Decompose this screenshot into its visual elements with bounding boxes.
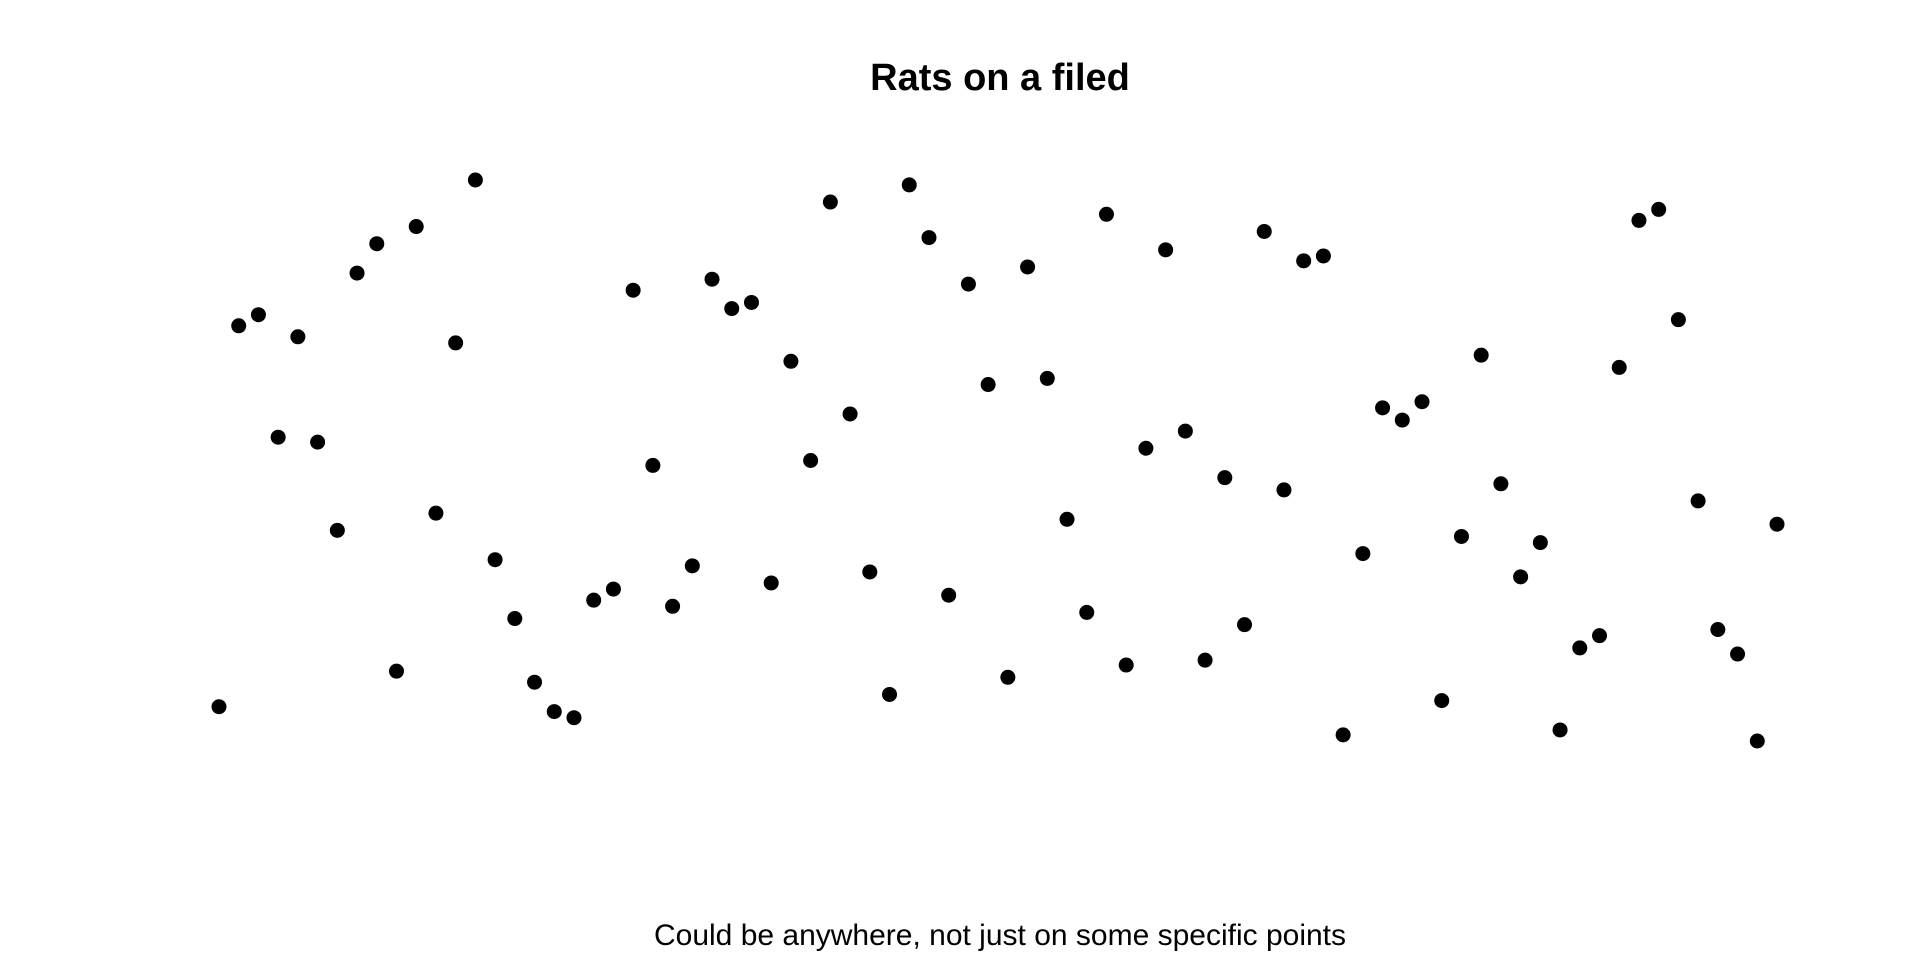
point xyxy=(684,558,700,574)
point xyxy=(566,710,582,726)
point xyxy=(743,294,759,310)
point xyxy=(507,611,523,627)
point xyxy=(1335,727,1351,743)
point xyxy=(310,434,326,450)
point xyxy=(842,406,858,422)
point xyxy=(250,307,266,323)
point xyxy=(231,318,247,334)
point xyxy=(1355,546,1371,562)
point xyxy=(349,265,365,281)
point xyxy=(1039,370,1055,386)
point xyxy=(901,177,917,193)
point xyxy=(1690,493,1706,509)
point xyxy=(1749,733,1765,749)
point xyxy=(1217,470,1233,486)
point xyxy=(369,236,385,252)
point xyxy=(783,353,799,369)
point xyxy=(882,686,898,702)
point xyxy=(408,219,424,235)
point xyxy=(1651,201,1667,217)
point xyxy=(1631,212,1647,228)
point xyxy=(586,592,602,608)
point xyxy=(862,564,878,580)
point xyxy=(1670,312,1686,328)
point xyxy=(1710,622,1726,638)
point xyxy=(1414,394,1430,410)
point xyxy=(1473,347,1489,363)
point xyxy=(1158,242,1174,258)
point xyxy=(724,301,740,317)
point xyxy=(487,552,503,568)
point xyxy=(625,282,641,298)
point xyxy=(1138,440,1154,456)
point xyxy=(1532,535,1548,551)
point xyxy=(1394,412,1410,428)
point xyxy=(1552,722,1568,738)
point xyxy=(704,271,720,287)
point xyxy=(1177,423,1193,439)
point xyxy=(527,674,543,690)
point xyxy=(1098,206,1114,222)
point xyxy=(1572,640,1588,656)
point xyxy=(1315,248,1331,264)
point xyxy=(1079,604,1095,620)
point xyxy=(1256,223,1272,239)
point xyxy=(1592,628,1608,644)
point xyxy=(1769,516,1785,532)
point xyxy=(763,575,779,591)
point xyxy=(1296,253,1312,269)
point xyxy=(1237,617,1253,633)
point xyxy=(546,704,562,720)
point xyxy=(1730,646,1746,662)
point xyxy=(1118,657,1134,673)
point xyxy=(1197,652,1213,668)
point xyxy=(921,230,937,246)
point xyxy=(1375,400,1391,416)
point xyxy=(1020,259,1036,275)
point xyxy=(467,172,483,188)
point xyxy=(1513,569,1529,585)
x-axis-label: Could be anywhere, not just on some spec… xyxy=(654,919,1346,952)
point xyxy=(605,581,621,597)
point xyxy=(1611,359,1627,375)
point xyxy=(290,329,306,345)
point xyxy=(665,598,681,614)
point xyxy=(1453,528,1469,544)
point xyxy=(960,276,976,292)
point xyxy=(1493,476,1509,492)
point xyxy=(1059,511,1075,527)
point xyxy=(428,505,444,521)
chart-title: Rats on a filed xyxy=(870,57,1130,99)
point xyxy=(803,453,819,468)
point xyxy=(941,587,957,603)
point xyxy=(822,194,838,210)
point xyxy=(329,522,345,538)
point xyxy=(1276,482,1292,498)
point xyxy=(270,429,286,445)
point xyxy=(980,377,996,393)
point xyxy=(645,457,661,473)
point xyxy=(1434,693,1450,709)
point xyxy=(388,663,404,679)
point xyxy=(448,335,464,351)
point xyxy=(211,699,227,715)
point xyxy=(1000,669,1016,685)
